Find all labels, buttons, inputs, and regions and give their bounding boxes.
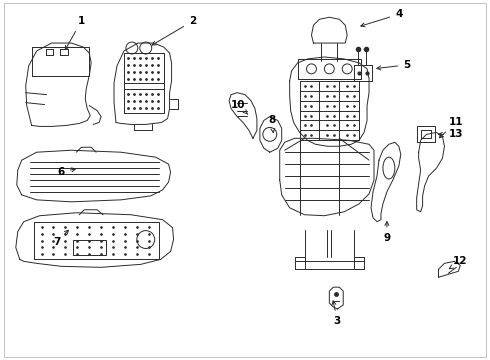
Text: 3: 3: [332, 301, 341, 326]
Text: 5: 5: [377, 60, 410, 70]
Text: 2: 2: [152, 16, 196, 45]
Text: 7: 7: [53, 230, 69, 247]
Text: 9: 9: [383, 221, 391, 243]
Text: 6: 6: [58, 167, 75, 177]
Text: 1: 1: [65, 16, 85, 50]
Text: 10: 10: [231, 100, 248, 114]
Text: 11: 11: [440, 117, 464, 138]
Text: 12: 12: [449, 256, 467, 269]
Text: 8: 8: [268, 116, 275, 132]
Text: 4: 4: [361, 9, 402, 27]
Text: 13: 13: [439, 129, 464, 139]
